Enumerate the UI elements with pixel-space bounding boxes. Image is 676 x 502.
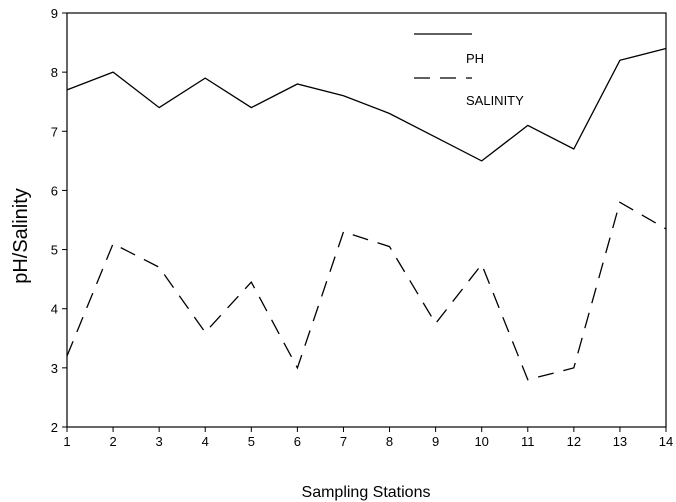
plot-frame xyxy=(66,12,667,428)
x-tick-label-14: 14 xyxy=(659,434,673,449)
y-tick-label-8: 8 xyxy=(51,65,58,80)
legend-label-ph: PH xyxy=(466,51,484,66)
x-tick-label-11: 11 xyxy=(521,434,535,449)
x-axis-title: Sampling Stations xyxy=(302,484,431,501)
x-tick-label-7: 7 xyxy=(340,434,347,449)
y-tick-label-3: 3 xyxy=(51,361,58,376)
y-tick-label-4: 4 xyxy=(51,302,58,317)
x-tick-label-1: 1 xyxy=(63,434,70,449)
x-tick-label-3: 3 xyxy=(156,434,163,449)
series-layer xyxy=(66,47,667,381)
x-tick-label-9: 9 xyxy=(432,434,439,449)
series-line-salinity xyxy=(66,201,667,381)
x-tick-label-4: 4 xyxy=(202,434,209,449)
x-tick-label-6: 6 xyxy=(294,434,301,449)
x-tick-label-10: 10 xyxy=(474,434,488,449)
y-tick-label-7: 7 xyxy=(51,124,58,139)
legend-label-salinity: SALINITY xyxy=(466,93,524,108)
x-tick-label-8: 8 xyxy=(386,434,393,449)
y-tick-label-2: 2 xyxy=(51,420,58,435)
x-tick-label-5: 5 xyxy=(248,434,255,449)
x-tick-label-12: 12 xyxy=(567,434,581,449)
y-axis-title: pH/Salinity xyxy=(10,188,32,284)
x-tick-label-13: 13 xyxy=(613,434,627,449)
x-tick-label-2: 2 xyxy=(109,434,116,449)
y-tick-label-6: 6 xyxy=(51,183,58,198)
series-line-ph xyxy=(66,47,667,162)
y-tick-label-9: 9 xyxy=(51,6,58,21)
legend: PH SALINITY xyxy=(414,33,524,108)
y-tick-label-5: 5 xyxy=(51,243,58,258)
